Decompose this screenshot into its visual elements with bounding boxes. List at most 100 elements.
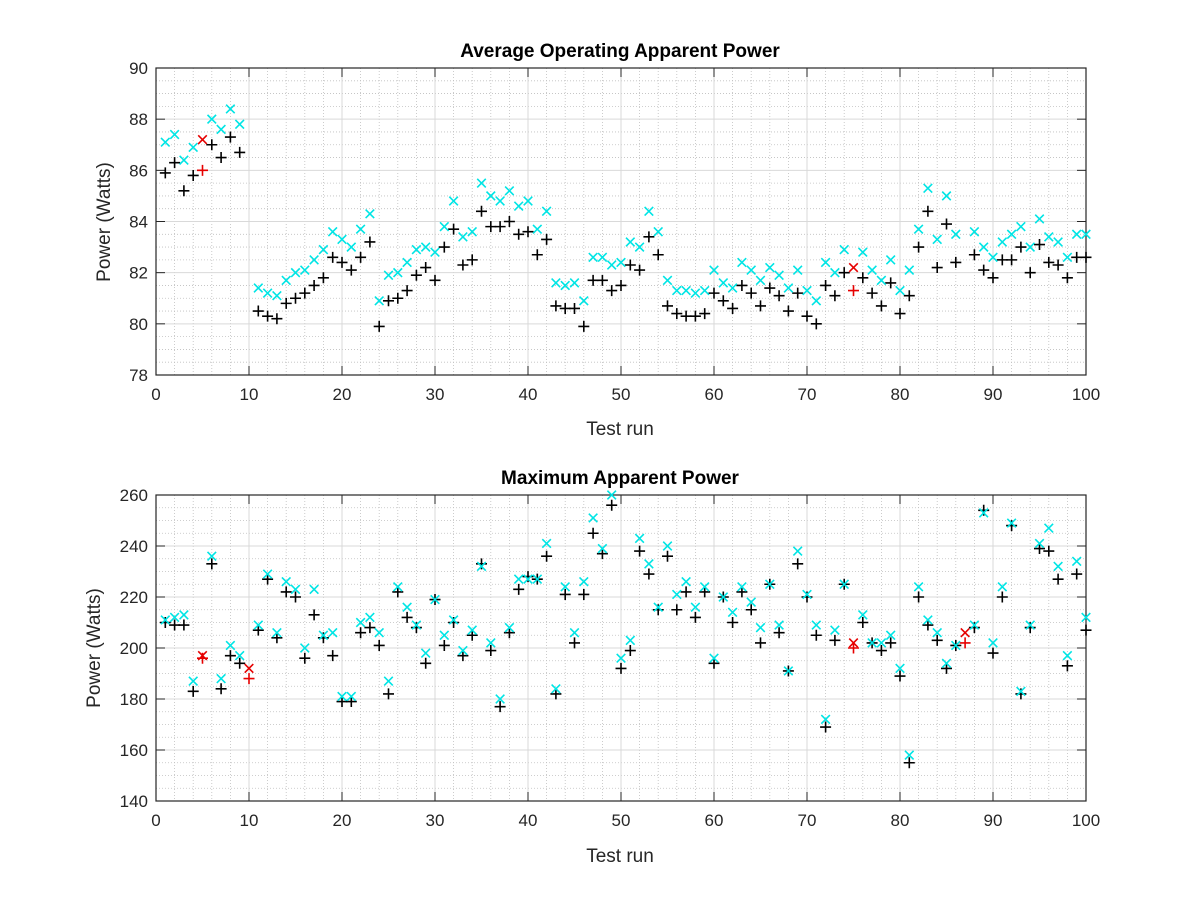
x-tick-label: 10 bbox=[240, 385, 259, 404]
plus-marker bbox=[457, 650, 469, 662]
plus-marker bbox=[596, 548, 608, 560]
y-tick-label: 160 bbox=[120, 741, 148, 760]
cross-marker bbox=[839, 579, 850, 590]
plus-marker bbox=[680, 310, 692, 322]
plus-marker bbox=[875, 300, 887, 312]
plus-marker bbox=[224, 650, 236, 662]
plus-marker bbox=[466, 629, 478, 641]
plus-marker bbox=[485, 221, 497, 233]
cross-marker bbox=[402, 257, 412, 268]
cross-marker bbox=[244, 663, 254, 674]
cross-marker bbox=[1043, 231, 1054, 242]
cross-marker bbox=[792, 546, 803, 556]
plus-marker bbox=[187, 685, 199, 697]
plus-marker bbox=[541, 550, 553, 562]
plus-marker bbox=[438, 241, 450, 253]
plus-marker bbox=[959, 637, 971, 649]
plus-marker bbox=[662, 300, 673, 312]
plus-marker bbox=[420, 262, 432, 274]
plus-marker bbox=[336, 256, 348, 268]
plus-marker bbox=[299, 652, 311, 664]
plus-marker bbox=[773, 627, 785, 639]
cross-marker bbox=[820, 714, 831, 725]
cross-marker bbox=[1081, 229, 1091, 240]
plus-marker bbox=[968, 249, 980, 261]
cross-marker bbox=[755, 275, 766, 286]
cross-marker bbox=[448, 615, 459, 625]
cross-marker bbox=[476, 561, 487, 572]
cross-marker bbox=[374, 295, 385, 306]
cross-marker bbox=[392, 267, 403, 278]
plus-marker bbox=[624, 645, 636, 657]
cross-marker bbox=[978, 242, 989, 252]
cross-marker bbox=[857, 247, 868, 258]
plus-marker bbox=[392, 292, 404, 304]
plus-marker bbox=[885, 277, 897, 289]
cross-marker bbox=[634, 242, 645, 252]
plus-marker bbox=[1061, 272, 1073, 284]
x-tick-label: 40 bbox=[519, 385, 538, 404]
y-tick-label: 200 bbox=[120, 639, 148, 658]
cross-marker bbox=[551, 683, 561, 694]
y-tick-label: 80 bbox=[129, 315, 148, 334]
cross-marker bbox=[774, 270, 784, 281]
cross-marker bbox=[383, 270, 394, 281]
y-tick-label: 140 bbox=[120, 792, 148, 811]
cross-marker bbox=[839, 244, 850, 255]
plus-marker bbox=[931, 262, 943, 274]
plus-marker bbox=[1043, 256, 1055, 268]
cross-marker bbox=[411, 620, 422, 630]
plus-marker bbox=[308, 279, 320, 291]
cross-marker bbox=[960, 627, 970, 638]
plus-marker bbox=[764, 282, 776, 294]
cross-marker bbox=[709, 653, 719, 664]
plus-marker bbox=[541, 233, 553, 245]
cross-marker bbox=[485, 638, 496, 648]
cross-marker bbox=[653, 226, 664, 237]
cross-marker bbox=[272, 290, 282, 301]
cross-marker bbox=[1025, 242, 1036, 252]
plus-marker bbox=[615, 662, 627, 674]
cross-marker bbox=[941, 191, 952, 201]
plus-marker bbox=[615, 279, 627, 291]
cross-marker bbox=[578, 295, 589, 306]
x-tick-label: 50 bbox=[612, 385, 631, 404]
plus-marker bbox=[680, 586, 692, 598]
cross-marker bbox=[541, 206, 552, 217]
plus-marker bbox=[373, 320, 385, 332]
x-tick-label: 70 bbox=[798, 811, 817, 830]
plus-marker bbox=[596, 274, 608, 286]
cross-marker bbox=[318, 244, 329, 255]
cross-marker bbox=[216, 673, 226, 684]
cross-marker bbox=[644, 558, 654, 569]
cross-marker bbox=[560, 581, 571, 592]
y-axis-label: Power (Watts) bbox=[84, 588, 105, 708]
plus-marker bbox=[950, 256, 962, 268]
y-tick-label: 86 bbox=[129, 161, 148, 180]
y-tick-label: 180 bbox=[120, 690, 148, 709]
cross-marker bbox=[290, 584, 301, 595]
plus-marker bbox=[708, 657, 720, 669]
cross-marker bbox=[1016, 221, 1026, 232]
plus-marker bbox=[373, 639, 385, 651]
cross-marker bbox=[671, 589, 682, 600]
cross-marker bbox=[644, 206, 654, 217]
cross-marker bbox=[969, 226, 980, 237]
cross-marker bbox=[616, 257, 626, 268]
cross-marker bbox=[225, 104, 236, 114]
plus-marker bbox=[820, 721, 832, 733]
plus-marker bbox=[392, 586, 404, 598]
plus-marker bbox=[345, 696, 357, 708]
y-tick-label: 78 bbox=[129, 366, 148, 385]
cross-marker bbox=[420, 648, 431, 658]
x-tick-label: 60 bbox=[705, 811, 724, 830]
plus-marker bbox=[717, 295, 729, 307]
plus-marker bbox=[838, 267, 850, 279]
plus-marker bbox=[476, 205, 487, 217]
cross-marker bbox=[495, 196, 505, 206]
cross-marker bbox=[950, 640, 961, 651]
cross-marker bbox=[597, 252, 608, 263]
plus-marker bbox=[866, 287, 878, 299]
cross-marker bbox=[718, 592, 729, 602]
y-axis-label: Power (Watts) bbox=[94, 162, 115, 282]
